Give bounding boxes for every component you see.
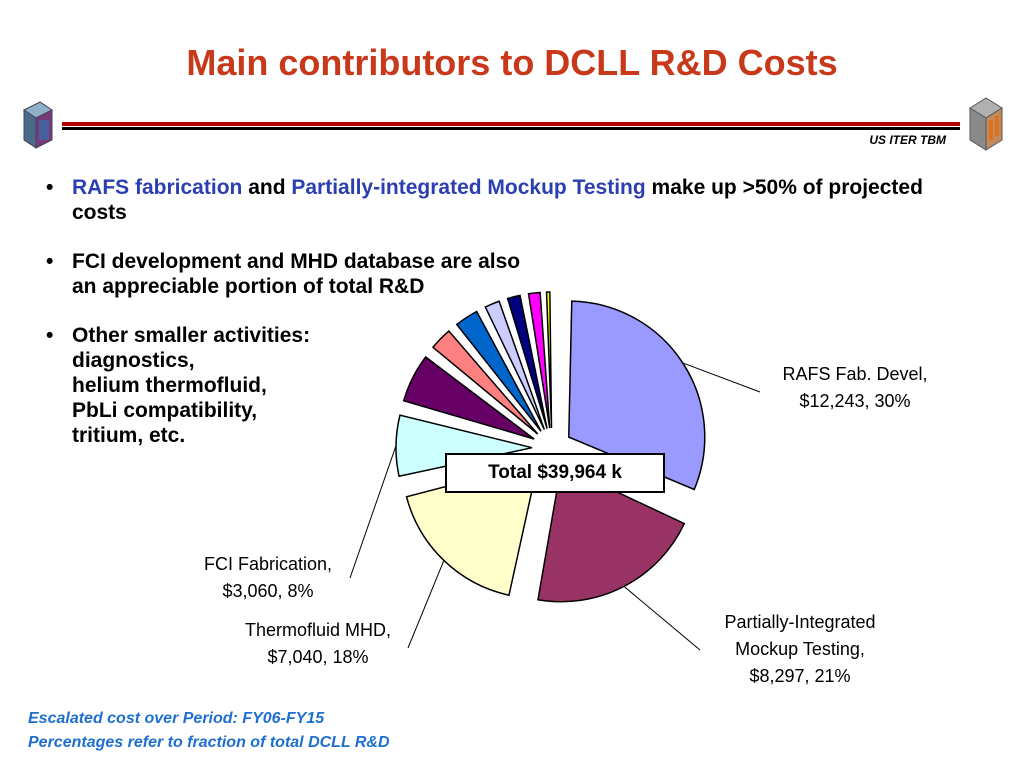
slice-label: $12,243, 30% — [799, 391, 910, 411]
slice-label: $7,040, 18% — [267, 647, 368, 667]
total-cost-label: Total $39,964 k — [445, 453, 665, 493]
leader-line — [349, 445, 397, 579]
header-rule-red — [62, 122, 960, 126]
pie-slice — [527, 291, 551, 429]
smaller-activities-line: PbLi compatibility, — [72, 399, 258, 422]
slice-label: RAFS Fab. Devel, — [782, 364, 927, 384]
header-rule-black — [62, 127, 960, 130]
pie-slice — [484, 300, 546, 430]
smaller-activities-line: Other smaller activities: — [72, 324, 311, 347]
bullet-smaller-activities: • Other smaller activities: diagnostics,… — [46, 323, 392, 448]
footnote: Escalated cost over Period: FY06-FY15 Pe… — [28, 707, 390, 755]
smaller-activities-line: helium thermofluid, — [72, 374, 267, 397]
slice-label: Mockup Testing, — [735, 639, 865, 659]
smaller-activities-line: diagnostics, — [72, 349, 195, 372]
majority-text: make up >50% of projected costs — [72, 176, 923, 224]
pie-slice — [455, 310, 542, 432]
slice-label: $3,060, 8% — [222, 581, 313, 601]
slice-label: FCI Fabrication, — [204, 554, 332, 574]
slide-title: Main contributors to DCLL R&D Costs — [186, 42, 838, 83]
bullet-dot: • — [46, 176, 54, 199]
footnote-percentages: Percentages refer to fraction of total D… — [28, 734, 390, 751]
slice-label: Partially-Integrated — [724, 612, 875, 632]
footnote-period: Escalated cost over Period: FY06-FY15 — [28, 710, 325, 727]
pie-slice — [537, 464, 686, 603]
bullet-fci-mhd: • FCI development and MHD database are a… — [46, 249, 532, 299]
smaller-activities-line: tritium, etc. — [72, 424, 186, 447]
tbm-cube-right-icon — [969, 97, 1003, 151]
fci-mhd-text: FCI development and MHD database are als… — [72, 250, 521, 298]
leader-line — [682, 362, 761, 393]
pie-slice — [506, 294, 548, 429]
tbm-cube-left-icon — [23, 101, 53, 149]
pie-slice — [402, 355, 535, 440]
rafs-fabrication-text: RAFS fabrication — [72, 176, 243, 199]
leader-line — [623, 586, 701, 651]
bullet-dot: • — [46, 250, 54, 273]
conjunction-text: and — [242, 176, 292, 199]
pie-slice — [545, 291, 553, 429]
bullet-dot: • — [46, 324, 54, 347]
bullet-cost-majority: • RAFS fabrication and Partially-integra… — [46, 175, 972, 225]
leader-line — [407, 560, 445, 649]
bullet-list: • RAFS fabrication and Partially-integra… — [46, 175, 972, 448]
slice-label: Thermofluid MHD, — [245, 620, 391, 640]
pie-slice — [431, 330, 539, 435]
mockup-testing-text: Partially-integrated Mockup Testing — [291, 176, 646, 199]
program-tag: US ITER TBM — [869, 133, 946, 147]
pie-slice — [395, 414, 533, 478]
slice-label: $8,297, 21% — [749, 666, 850, 686]
